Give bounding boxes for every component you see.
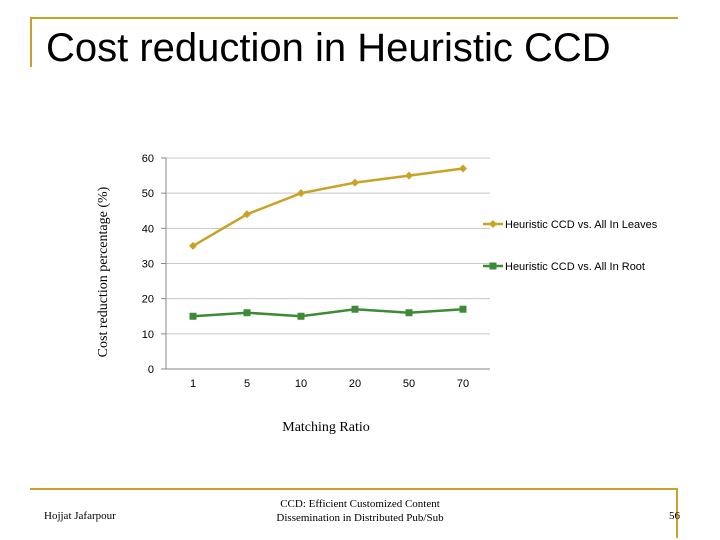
data-point-series1 [459, 164, 467, 173]
y-tick-label: 50 [142, 188, 154, 200]
x-tick-label: 1 [190, 378, 196, 390]
legend-label-1: Heuristic CCD vs. All In Leaves [505, 219, 658, 231]
x-tick-labels: 1 5 10 20 50 70 [190, 378, 469, 390]
x-tick-label: 70 [457, 378, 469, 390]
footer-talk-title: CCD: Efficient Customized Content Dissem… [240, 497, 480, 525]
data-point-series2 [297, 312, 305, 320]
data-point-series2 [243, 309, 251, 317]
x-tick-label: 20 [349, 378, 361, 390]
slide-title: Cost reduction in Heuristic CCD [46, 26, 611, 70]
legend-marker-2 [489, 262, 497, 270]
y-axis-title: Cost reduction percentage (%) [96, 186, 111, 357]
footer-author: Hojjat Jafarpour [44, 510, 116, 522]
y-tick-labels: 0 10 20 30 40 50 60 [142, 153, 154, 376]
data-point-series1 [189, 241, 197, 250]
axes [165, 158, 490, 370]
series-line-1 [192, 167, 464, 247]
data-point-series2 [405, 309, 413, 317]
y-tick-label: 20 [142, 294, 154, 306]
gridlines [161, 157, 490, 370]
data-point-series1 [297, 189, 305, 198]
frame-top-rule [30, 17, 678, 19]
y-tick-label: 10 [142, 329, 154, 341]
data-point-series1 [351, 178, 359, 187]
frame-right-rule [676, 488, 678, 538]
data-point-series2 [459, 305, 467, 313]
x-tick-label: 5 [244, 378, 250, 390]
legend: Heuristic CCD vs. All In Leaves Heuristic… [483, 219, 658, 273]
data-point-series1 [405, 171, 413, 180]
y-tick-label: 60 [142, 153, 154, 165]
data-point-series2 [351, 305, 359, 313]
footer-talk-title-line1: CCD: Efficient Customized Content [280, 498, 440, 510]
page-number: 56 [669, 510, 680, 522]
frame-bottom-rule [30, 488, 678, 490]
series [189, 164, 467, 320]
x-tick-label: 50 [403, 378, 415, 390]
y-tick-label: 0 [148, 364, 154, 376]
footer-talk-title-line2: Dissemination in Distributed Pub/Sub [276, 512, 444, 524]
x-tick-label: 10 [295, 378, 307, 390]
frame-left-rule [30, 17, 32, 67]
data-point-series1 [243, 210, 251, 219]
x-axis-title: Matching Ratio [282, 420, 370, 435]
legend-marker-1 [489, 220, 497, 228]
series-line-2 [192, 307, 464, 318]
y-tick-label: 40 [142, 223, 154, 235]
legend-label-2: Heuristic CCD vs. All In Root [505, 261, 645, 273]
y-tick-label: 30 [142, 259, 154, 271]
data-point-series2 [189, 312, 197, 320]
